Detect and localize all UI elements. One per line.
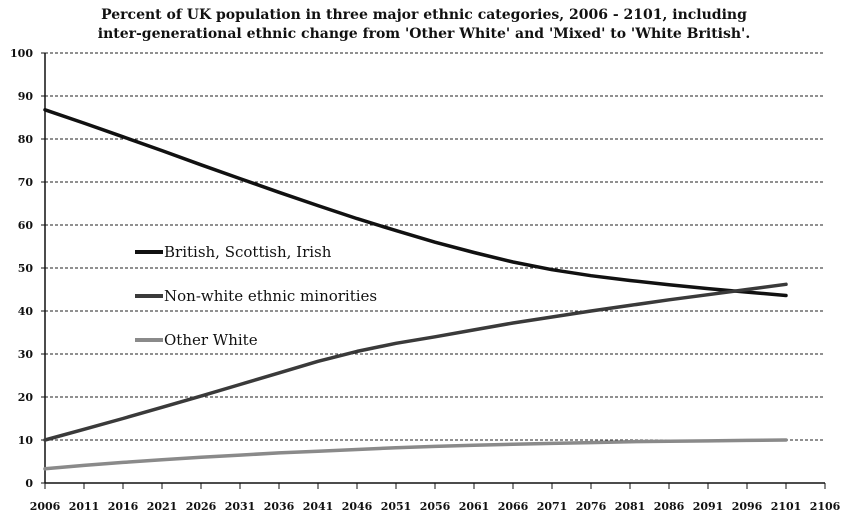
series-line-2 (43, 438, 788, 471)
legend-label-0: British, Scottish, Irish (164, 243, 332, 261)
x-tick-label: 2096 (732, 500, 763, 513)
x-tick-label: 2006 (30, 500, 61, 513)
y-tick-label: 10 (18, 434, 34, 447)
y-tick-label: 60 (18, 219, 34, 232)
series-line-0 (43, 108, 788, 298)
x-tick-label: 2036 (264, 500, 295, 513)
legend-label-1: Non-white ethnic minorities (164, 287, 377, 305)
x-tick-label: 2086 (654, 500, 685, 513)
y-tick-label: 80 (18, 133, 34, 146)
x-tick-label: 2106 (810, 500, 841, 513)
x-tick-label: 2026 (186, 500, 217, 513)
x-tick-label: 2016 (108, 500, 139, 513)
y-axis-ticks: 0 10 20 30 40 50 60 70 80 90 100 (10, 47, 45, 490)
chart-title: Percent of UK population in three major … (0, 6, 848, 44)
x-tick-label: 2061 (459, 500, 490, 513)
x-tick-label: 2076 (576, 500, 607, 513)
x-tick-label: 2101 (771, 500, 802, 513)
y-tick-label: 100 (10, 47, 33, 60)
y-tick-label: 90 (18, 90, 34, 103)
x-tick-label: 2041 (303, 500, 334, 513)
y-tick-label: 30 (18, 348, 34, 361)
x-tick-label: 2031 (225, 500, 256, 513)
chart-title-line2: inter-generational ethnic change from 'O… (97, 26, 751, 42)
y-tick-label: 40 (18, 305, 34, 318)
x-tick-label: 2046 (342, 500, 373, 513)
gridlines (45, 52, 825, 441)
x-tick-label: 2056 (420, 500, 451, 513)
y-tick-label: 20 (18, 391, 34, 404)
x-axis-ticks: 2006 2011 2016 2021 2026 2031 2036 2041 2046 2051… (30, 483, 841, 513)
y-tick-label: 50 (18, 262, 34, 275)
chart-title-line1: Percent of UK population in three major … (101, 7, 747, 23)
y-tick-label: 0 (25, 477, 33, 490)
x-tick-label: 2051 (381, 500, 412, 513)
series-line-1 (43, 282, 788, 442)
x-tick-label: 2011 (69, 500, 100, 513)
legend-label-2: Other White (164, 331, 258, 349)
x-tick-label: 2091 (693, 500, 724, 513)
legend: British, Scottish, Irish Non-white ethnic… (135, 243, 377, 349)
x-tick-label: 2021 (147, 500, 178, 513)
y-tick-label: 70 (18, 176, 34, 189)
x-tick-label: 2081 (615, 500, 646, 513)
series-lines (43, 108, 788, 471)
x-tick-label: 2066 (498, 500, 529, 513)
x-tick-label: 2071 (537, 500, 568, 513)
